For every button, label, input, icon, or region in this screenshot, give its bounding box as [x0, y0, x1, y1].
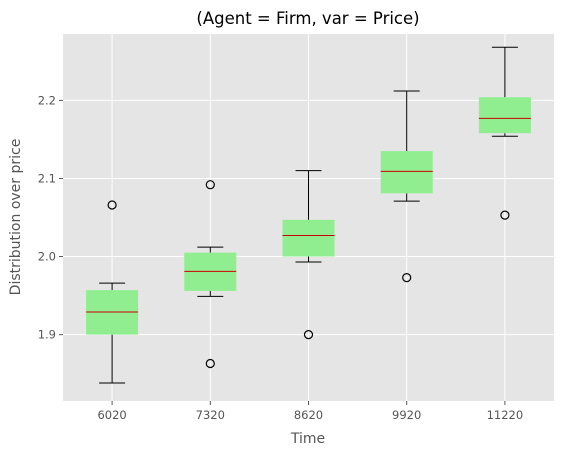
outlier-point [107, 200, 117, 210]
y-tick-label: 1.9 [38, 328, 56, 342]
outlier-point [402, 273, 412, 283]
outlier-point [303, 330, 314, 340]
y-axis-ticks: 1.9 2.0 2.1 2.2 [38, 93, 63, 342]
x-tick-label: 11220 [487, 408, 524, 422]
box-9920 [380, 90, 433, 283]
box-11220 [478, 46, 531, 220]
x-axis-label: Time [290, 431, 325, 447]
y-tick-label: 2.1 [38, 171, 56, 185]
outlier-point [500, 210, 510, 220]
box-8620 [282, 170, 335, 340]
outlier-point [205, 180, 215, 190]
box-body [380, 151, 433, 194]
chart-title: (Agent = Firm, var = Price) [196, 9, 419, 28]
x-tick-label: 6020 [97, 408, 126, 422]
box-body [478, 97, 531, 134]
box-6020 [86, 200, 139, 384]
y-axis-label: Distribution over price [8, 139, 24, 296]
box-7320 [184, 180, 237, 369]
outlier-point [205, 358, 215, 369]
x-tick-label: 9920 [392, 408, 421, 422]
y-tick-label: 2.2 [38, 93, 56, 107]
x-axis-ticks: 6020 7320 8620 9920 11220 [97, 401, 523, 422]
box-body [282, 219, 335, 257]
x-tick-label: 7320 [196, 408, 225, 422]
x-tick-label: 8620 [294, 408, 323, 422]
y-tick-label: 2.0 [38, 250, 56, 264]
boxes-layer [86, 46, 531, 384]
